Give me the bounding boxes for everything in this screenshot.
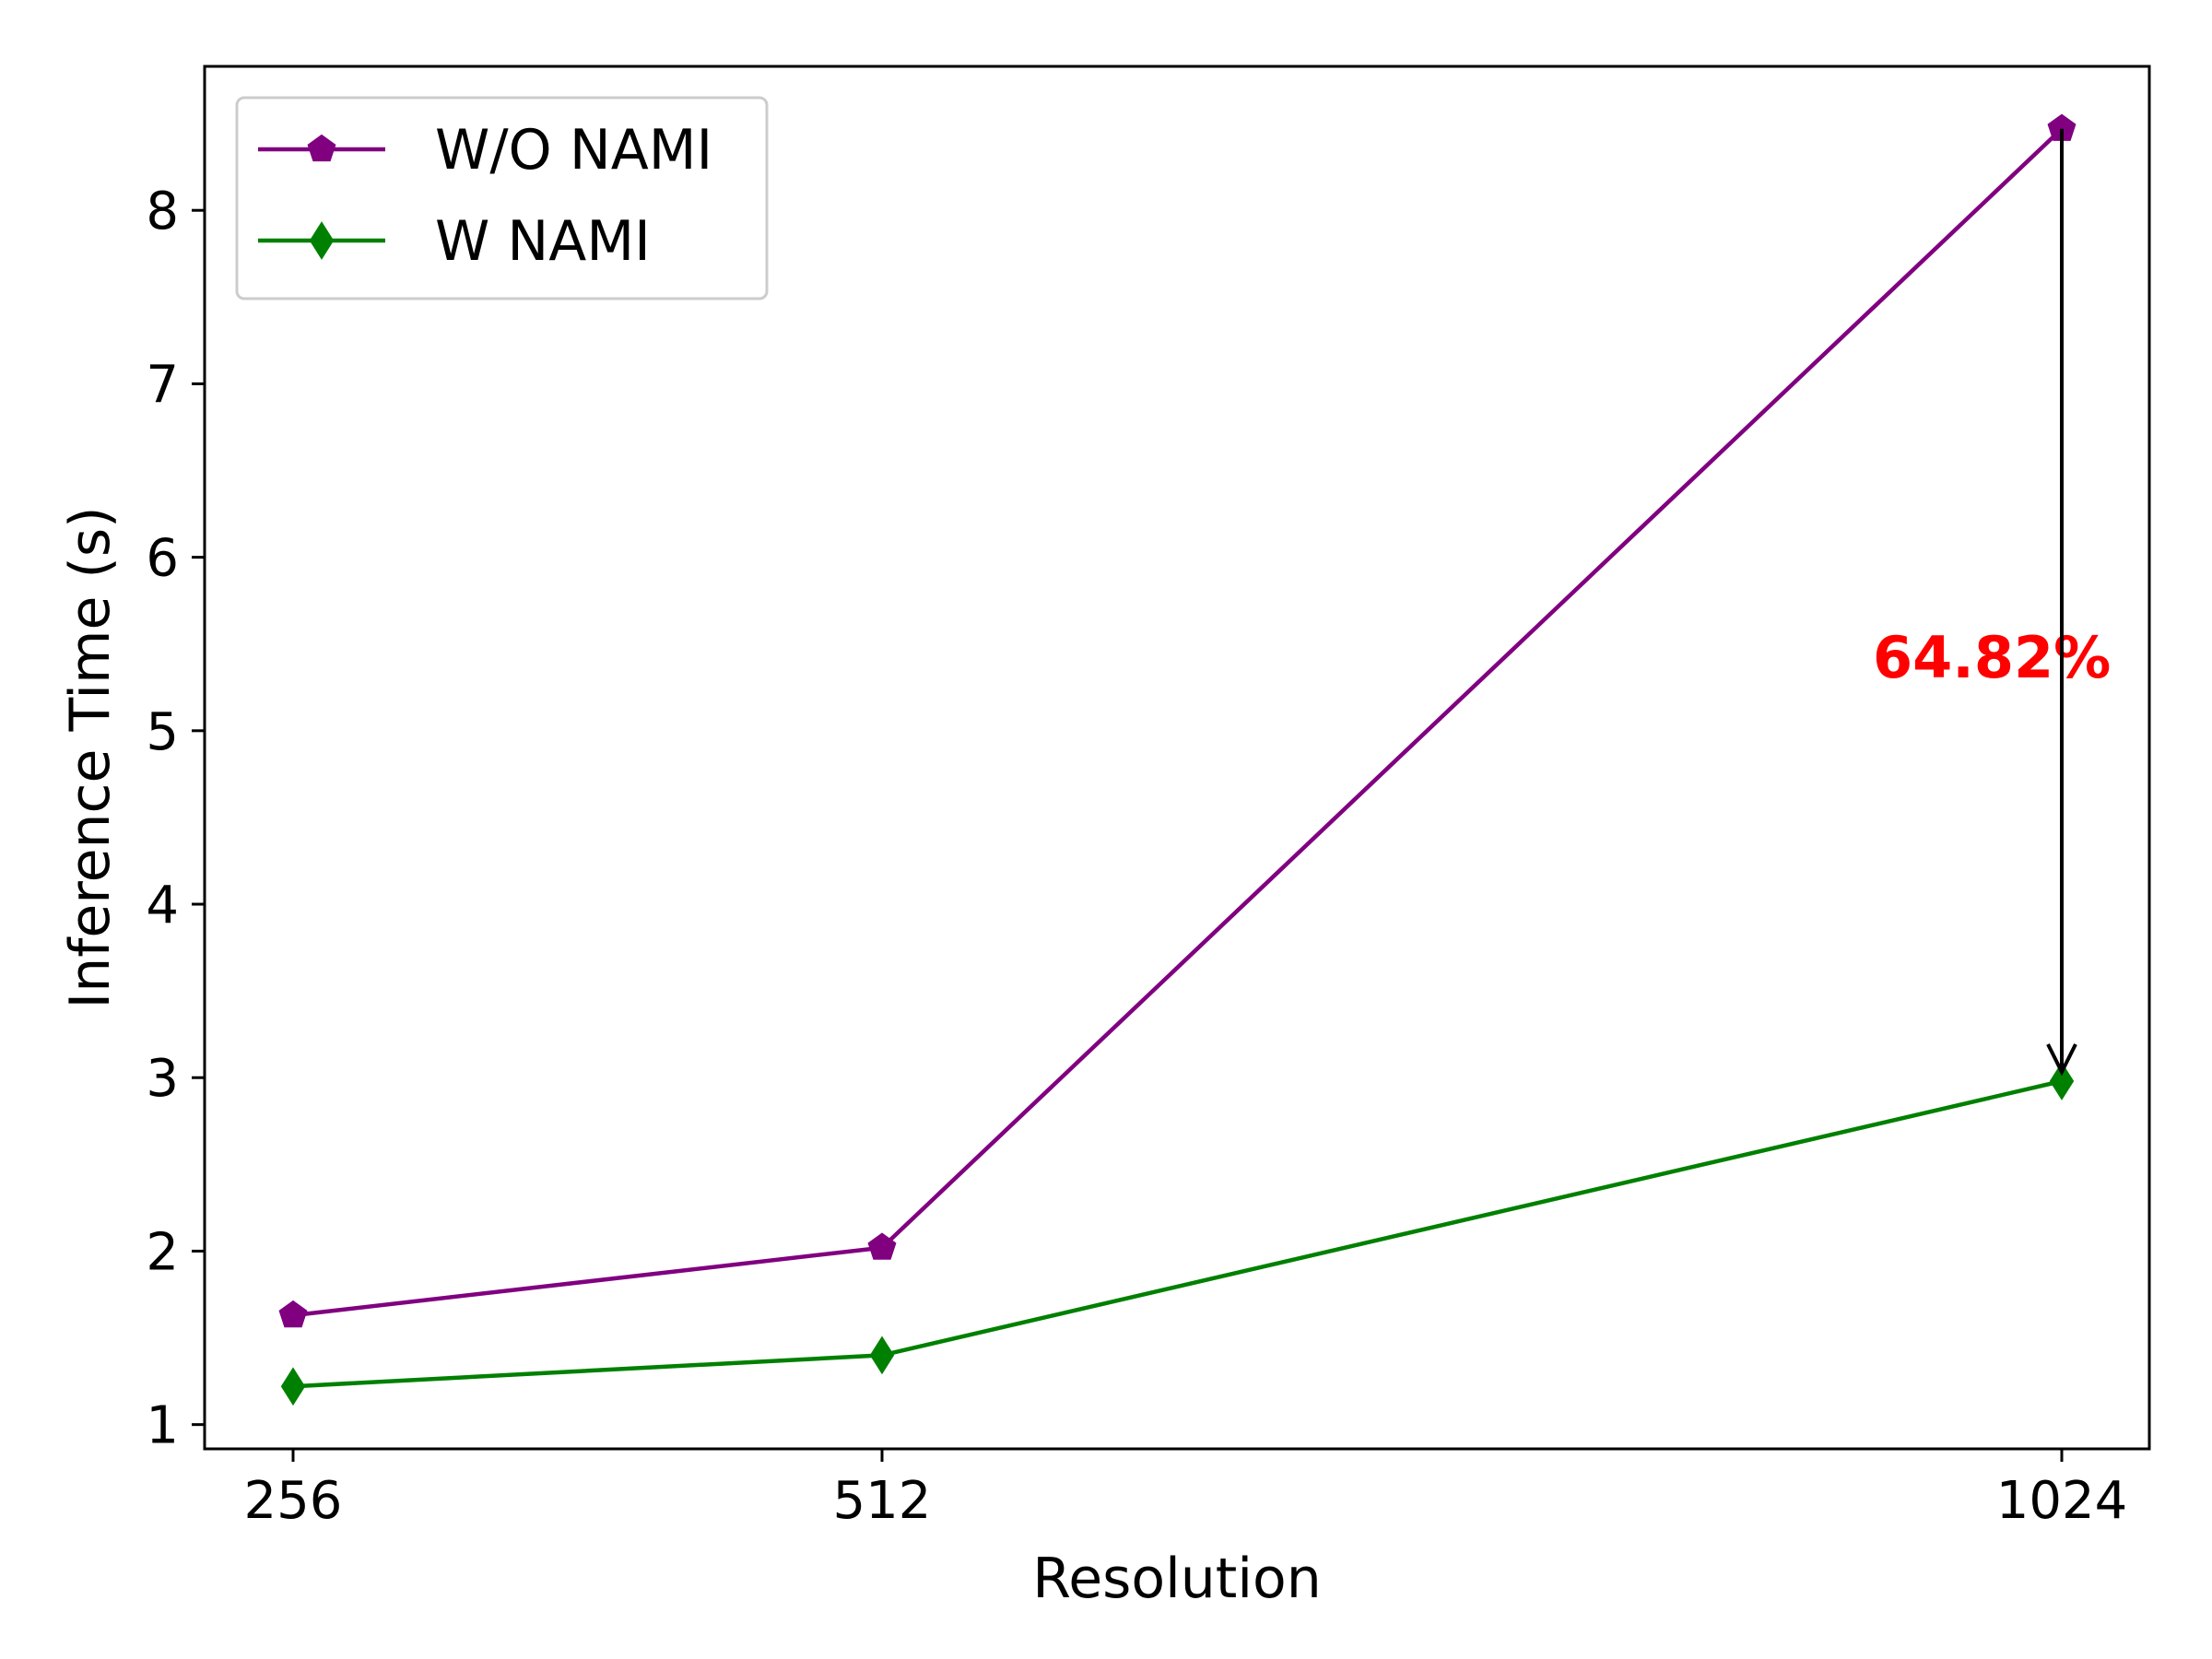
x-axis: 256 512 1024	[244, 1449, 2128, 1531]
y-tick-label: 2	[146, 1222, 179, 1282]
y-tick-label: 7	[146, 355, 179, 415]
x-tick-label: 256	[244, 1471, 343, 1531]
y-tick-label: 8	[146, 182, 179, 241]
data-point-series-2	[280, 1367, 306, 1406]
legend: W/O NAMI W NAMI	[235, 96, 769, 300]
data-point-series-2	[2049, 1062, 2075, 1100]
y-axis: 1 2 3 4 5 6 7 8	[146, 182, 205, 1456]
annotation-label: 64.82%	[1873, 624, 2111, 691]
data-point-series-2	[869, 1335, 895, 1375]
y-tick-label: 1	[146, 1396, 179, 1456]
legend-label-2: W NAMI	[435, 209, 651, 274]
y-axis-title: Inference Time (s)	[58, 506, 123, 1008]
data-point-series-1	[867, 1232, 897, 1260]
data-point-series-1	[278, 1300, 308, 1328]
y-tick-label: 6	[146, 529, 179, 589]
y-tick-label: 4	[146, 876, 179, 935]
annotation-layer: 64.82%	[1873, 128, 2111, 1077]
legend-marker-2	[309, 221, 335, 260]
series-layer	[278, 113, 2077, 1406]
x-axis-title: Resolution	[1032, 1547, 1322, 1611]
x-tick-label: 1024	[1996, 1471, 2128, 1531]
legend-label-1: W/O NAMI	[435, 118, 712, 182]
y-tick-label: 5	[146, 702, 179, 762]
x-tick-label: 512	[833, 1471, 932, 1531]
annotation-arrowhead	[2046, 1043, 2077, 1077]
y-tick-label: 3	[146, 1049, 179, 1109]
legend-entries: W/O NAMI W NAMI	[258, 118, 712, 274]
legend-marker-1	[307, 134, 336, 162]
